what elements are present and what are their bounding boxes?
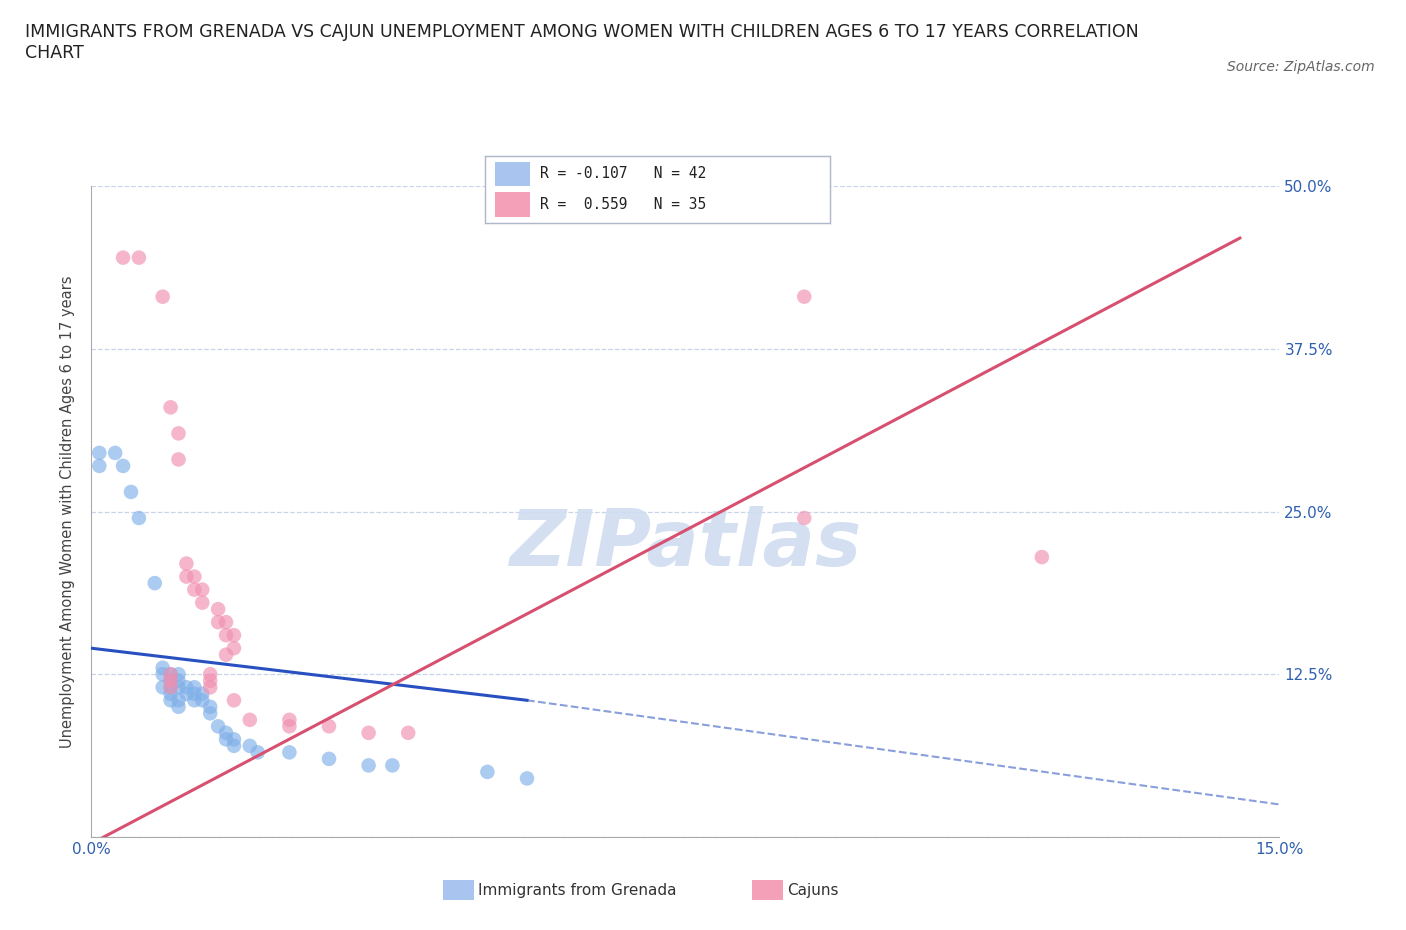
Y-axis label: Unemployment Among Women with Children Ages 6 to 17 years: Unemployment Among Women with Children A… — [60, 275, 76, 748]
Point — [207, 615, 229, 630]
Point — [183, 569, 205, 584]
Point — [191, 582, 214, 597]
Point — [167, 680, 190, 695]
Point — [152, 289, 174, 304]
Point — [183, 693, 205, 708]
Point — [176, 569, 198, 584]
Point — [318, 751, 340, 766]
Point — [246, 745, 269, 760]
Point — [159, 400, 181, 415]
Text: R =  0.559   N = 35: R = 0.559 N = 35 — [540, 197, 706, 212]
Point — [357, 725, 380, 740]
Point — [89, 458, 111, 473]
Point — [159, 693, 181, 708]
Point — [239, 738, 262, 753]
Point — [176, 556, 198, 571]
Point — [167, 452, 190, 467]
Point — [159, 673, 181, 688]
Point — [200, 680, 222, 695]
Point — [1031, 550, 1053, 565]
Text: Source: ZipAtlas.com: Source: ZipAtlas.com — [1227, 60, 1375, 74]
Point — [89, 445, 111, 460]
Point — [167, 693, 190, 708]
Point — [222, 641, 245, 656]
Point — [167, 667, 190, 682]
Point — [159, 680, 181, 695]
Point — [396, 725, 419, 740]
Point — [176, 680, 198, 695]
Point — [793, 289, 815, 304]
Point — [357, 758, 380, 773]
Point — [159, 667, 181, 682]
Point — [222, 738, 245, 753]
Point — [222, 628, 245, 643]
Point — [159, 680, 181, 695]
Point — [167, 673, 190, 688]
Point — [793, 511, 815, 525]
Point — [167, 699, 190, 714]
Point — [516, 771, 538, 786]
Point — [152, 667, 174, 682]
Point — [183, 680, 205, 695]
Point — [183, 686, 205, 701]
Point — [152, 680, 174, 695]
Point — [104, 445, 127, 460]
Point — [207, 602, 229, 617]
Point — [215, 647, 238, 662]
Point — [215, 732, 238, 747]
Point — [159, 686, 181, 701]
Text: ZIPatlas: ZIPatlas — [509, 506, 862, 582]
Point — [112, 250, 135, 265]
Text: R = -0.107   N = 42: R = -0.107 N = 42 — [540, 166, 706, 181]
FancyBboxPatch shape — [495, 193, 530, 217]
Point — [278, 712, 301, 727]
Point — [222, 732, 245, 747]
Point — [112, 458, 135, 473]
Point — [207, 719, 229, 734]
Point — [191, 686, 214, 701]
Point — [215, 615, 238, 630]
Point — [159, 673, 181, 688]
Point — [318, 719, 340, 734]
Point — [191, 595, 214, 610]
Point — [128, 511, 150, 525]
Point — [215, 725, 238, 740]
Point — [239, 712, 262, 727]
Point — [215, 628, 238, 643]
Point — [167, 426, 190, 441]
Point — [200, 673, 222, 688]
Point — [278, 719, 301, 734]
Point — [222, 693, 245, 708]
Point — [477, 764, 499, 779]
Point — [128, 250, 150, 265]
Point — [200, 667, 222, 682]
Text: Immigrants from Grenada: Immigrants from Grenada — [478, 883, 676, 897]
FancyBboxPatch shape — [495, 162, 530, 186]
Point — [143, 576, 166, 591]
Point — [183, 582, 205, 597]
Point — [159, 667, 181, 682]
Text: Cajuns: Cajuns — [787, 883, 839, 897]
Point — [191, 693, 214, 708]
Point — [152, 660, 174, 675]
Text: IMMIGRANTS FROM GRENADA VS CAJUN UNEMPLOYMENT AMONG WOMEN WITH CHILDREN AGES 6 T: IMMIGRANTS FROM GRENADA VS CAJUN UNEMPLO… — [25, 23, 1139, 62]
Point — [120, 485, 142, 499]
Point — [381, 758, 404, 773]
Point — [278, 745, 301, 760]
Point — [176, 686, 198, 701]
Point — [200, 706, 222, 721]
Point — [200, 699, 222, 714]
